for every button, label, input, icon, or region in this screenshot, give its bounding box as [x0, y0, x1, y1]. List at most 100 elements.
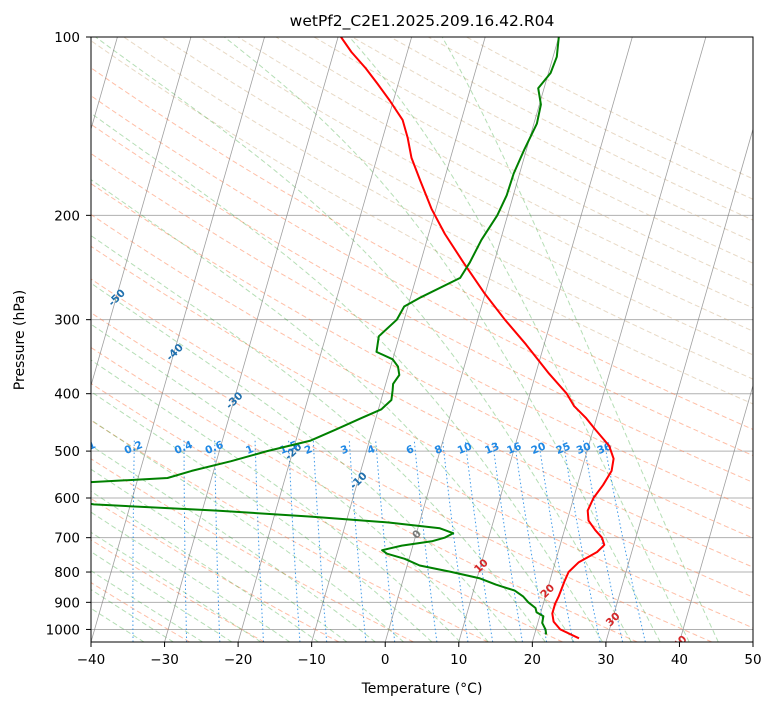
mixing-ratio-labels: 0.1 0.2 0.4 0.6 1 1.5 2 3 4 6 8 10 13 16 20 25 30 36 — [91, 439, 614, 457]
isotherms — [91, 37, 753, 642]
chart-title: wetPf2_C2E1.2025.209.16.42.R04 — [290, 12, 555, 31]
y-tick-label: 800 — [54, 565, 80, 581]
mixing-ratio-label: 13 — [483, 440, 501, 457]
dry-adiabat — [351, 37, 753, 243]
dry-adiabats — [91, 37, 753, 642]
y-axis-label: Pressure (hPa) — [12, 290, 28, 390]
isotherm-label: 40 — [671, 633, 690, 652]
x-tick-label: 50 — [744, 652, 761, 668]
moist-adiabat — [91, 359, 461, 642]
y-tick-label: 400 — [54, 387, 80, 403]
dry-adiabat — [91, 40, 753, 405]
mixing-ratio-label: 4 — [366, 443, 377, 457]
dry-adiabat — [91, 497, 340, 642]
moist-adiabat — [91, 323, 489, 642]
mixing-ratio-label: 6 — [404, 443, 415, 457]
mixing-ratio-label: 0.4 — [173, 439, 195, 457]
isotherm-line — [605, 127, 753, 642]
x-tick-label: 10 — [450, 652, 467, 668]
isotherm-label: -70 — [0, 185, 10, 207]
dry-adiabat — [91, 312, 713, 642]
isotherm-line — [237, 37, 413, 642]
mixing-ratio-line — [312, 440, 328, 642]
moist-adiabat — [91, 282, 518, 642]
dry-adiabat — [275, 37, 753, 286]
isotherm-line — [384, 37, 560, 642]
mixing-ratio-line — [288, 440, 301, 642]
y-tick-label: 900 — [54, 595, 80, 611]
dry-adiabat — [91, 582, 190, 642]
isotherm-label: -50 — [106, 287, 128, 309]
y-tick-label: 200 — [54, 208, 80, 224]
moist-adiabat — [91, 511, 291, 642]
dry-adiabat — [91, 152, 753, 511]
dry-adiabat — [91, 67, 753, 430]
isotherm-line — [311, 37, 486, 642]
mixing-ratio-line — [348, 440, 367, 642]
mixing-ratio-line — [538, 440, 574, 642]
moist-adiabat — [223, 37, 661, 642]
isotherm-label: 30 — [604, 610, 623, 629]
mixing-ratio-line — [214, 440, 221, 642]
isotherm-line — [531, 37, 707, 642]
x-tick-label: 40 — [671, 652, 688, 668]
plot-frame — [90, 36, 754, 643]
moist-adiabat — [441, 37, 719, 642]
dry-adiabat — [91, 245, 753, 598]
moist-adiabat — [91, 419, 404, 642]
mixing-ratio-label: 25 — [554, 440, 572, 457]
moist-adiabat — [91, 179, 575, 642]
isotherm-line — [679, 384, 753, 642]
y-axis-ticks: 1000 900 800 700 600 500 400 300 200 100 — [46, 30, 91, 638]
mixing-ratio-label: 20 — [530, 440, 548, 457]
temperature-profile — [340, 37, 615, 640]
mixing-ratio-line — [492, 440, 523, 642]
pressure-gridlines — [91, 37, 753, 630]
dry-adiabat — [91, 419, 489, 642]
x-axis-ticks: −40 −30 −20 −10 0 10 20 30 40 50 — [77, 642, 762, 668]
moist-adiabat — [91, 490, 319, 642]
y-tick-label: 1000 — [46, 622, 80, 638]
mixing-ratio-label: 16 — [505, 440, 523, 457]
isotherm-label: 0 — [410, 528, 424, 542]
dry-adiabat — [91, 458, 414, 642]
dry-adiabat — [199, 37, 753, 332]
dry-adiabat — [91, 346, 638, 642]
dry-adiabat — [91, 539, 265, 642]
moist-adiabat — [349, 37, 690, 642]
moist-adiabat — [91, 391, 433, 642]
mixing-ratio-line — [513, 440, 548, 642]
moist-adiabat — [91, 112, 603, 642]
x-tick-label: −30 — [150, 652, 179, 668]
isotherm-label: -30 — [224, 390, 246, 412]
x-axis-label: Temperature (°C) — [361, 681, 483, 697]
mixing-ratio-label: 2 — [303, 443, 314, 457]
moist-adiabat — [91, 551, 233, 642]
mixing-ratio-line — [562, 440, 601, 642]
isotherm-line — [164, 37, 339, 642]
moist-adiabat — [91, 570, 203, 642]
mixing-ratio-line — [413, 440, 438, 642]
dry-adiabat — [91, 213, 753, 568]
mixing-ratio-line — [375, 440, 396, 642]
dry-adiabat — [237, 37, 753, 309]
isotherm-line — [91, 37, 192, 388]
dry-adiabat — [91, 123, 753, 483]
y-tick-label: 100 — [54, 30, 80, 46]
moist-adiabats — [91, 37, 719, 642]
y-tick-label: 700 — [54, 531, 80, 547]
x-tick-label: 0 — [381, 652, 390, 668]
sounding-profiles — [91, 37, 615, 640]
dry-adiabat — [161, 37, 753, 356]
plot-area: -100-90-80-70-60-50-40-30-20-10010203040… — [0, 37, 753, 652]
isotherm-line — [752, 640, 753, 642]
isotherm-label: 10 — [472, 557, 491, 576]
mixing-ratio-label: 30 — [575, 440, 593, 457]
isotherm-label: -40 — [164, 342, 186, 364]
dry-adiabat — [91, 382, 563, 642]
y-tick-label: 300 — [54, 313, 80, 329]
mixing-ratio-label: 10 — [456, 440, 474, 457]
isotherm-line — [458, 37, 633, 642]
